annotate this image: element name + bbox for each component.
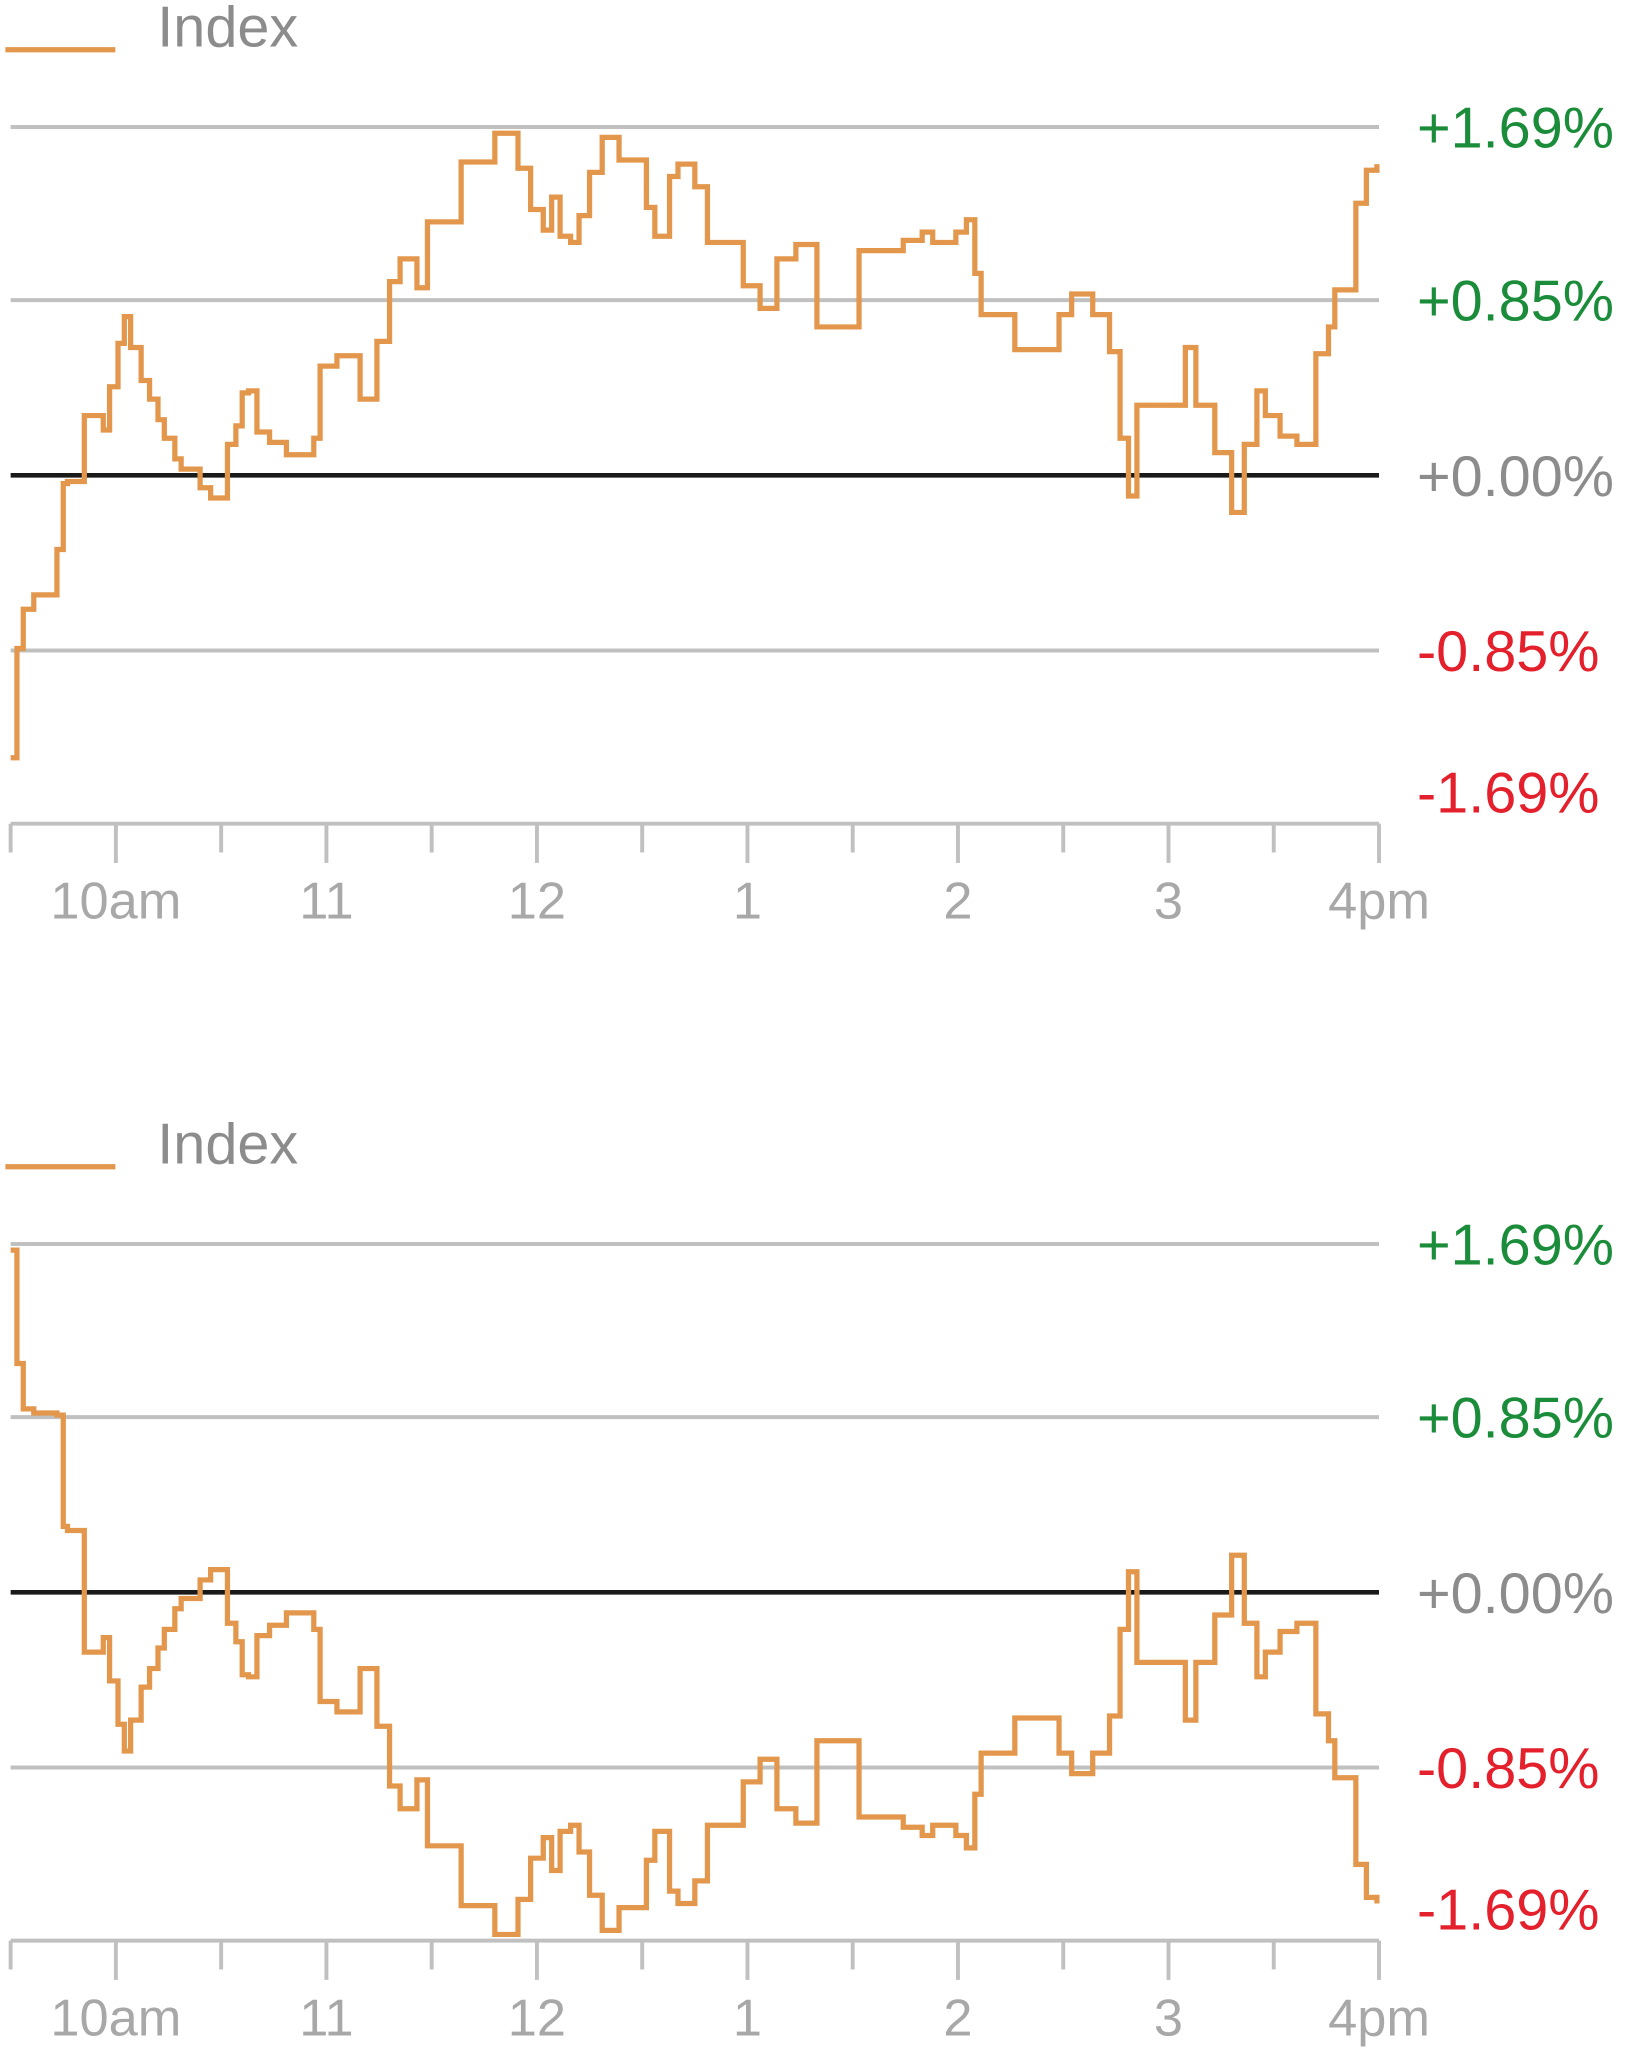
x-tick-label: 1: [733, 1990, 762, 2048]
y-tick-label: +0.85%: [1417, 270, 1614, 334]
x-tick-label: 12: [508, 1990, 566, 2048]
x-tick-label: 10am: [50, 873, 181, 931]
x-tick-label: 3: [1154, 1990, 1183, 2048]
y-tick-label: -0.85%: [1417, 1737, 1600, 1801]
legend-label: Index: [157, 0, 298, 60]
x-tick-label: 2: [943, 1990, 972, 2048]
y-tick-label: +0.85%: [1417, 1387, 1614, 1451]
y-tick-label: +0.00%: [1417, 1562, 1614, 1626]
x-tick-label: 11: [299, 873, 353, 931]
x-tick-label: 10am: [50, 1990, 181, 2048]
y-tick-label: +1.69%: [1417, 1213, 1614, 1277]
x-tick-label: 4pm: [1328, 873, 1430, 931]
y-tick-label: -1.69%: [1417, 762, 1600, 826]
x-tick-label: 1: [733, 873, 762, 931]
x-tick-label: 3: [1154, 873, 1183, 931]
data-line: [10, 1247, 1380, 1938]
y-tick-label: -0.85%: [1417, 620, 1600, 684]
y-tick-label: -1.69%: [1417, 1879, 1600, 1943]
y-tick-label: +1.69%: [1417, 96, 1614, 160]
x-tick-label: 4pm: [1328, 1990, 1430, 2048]
chart: +1.69%+0.85%+0.00%-0.85%-1.69%10am 11 12 1 2…: [5, 0, 1614, 931]
x-tick-label: 2: [943, 873, 972, 931]
x-tick-label: 12: [508, 873, 566, 931]
legend-label: Index: [157, 1113, 298, 1177]
x-tick-label: 11: [299, 1990, 353, 2048]
y-tick-label: +0.00%: [1417, 445, 1614, 509]
data-line: [10, 130, 1380, 761]
chart: +1.69%+0.85%+0.00%-0.85%-1.69%10am 11 12 1 2…: [5, 1113, 1614, 2048]
